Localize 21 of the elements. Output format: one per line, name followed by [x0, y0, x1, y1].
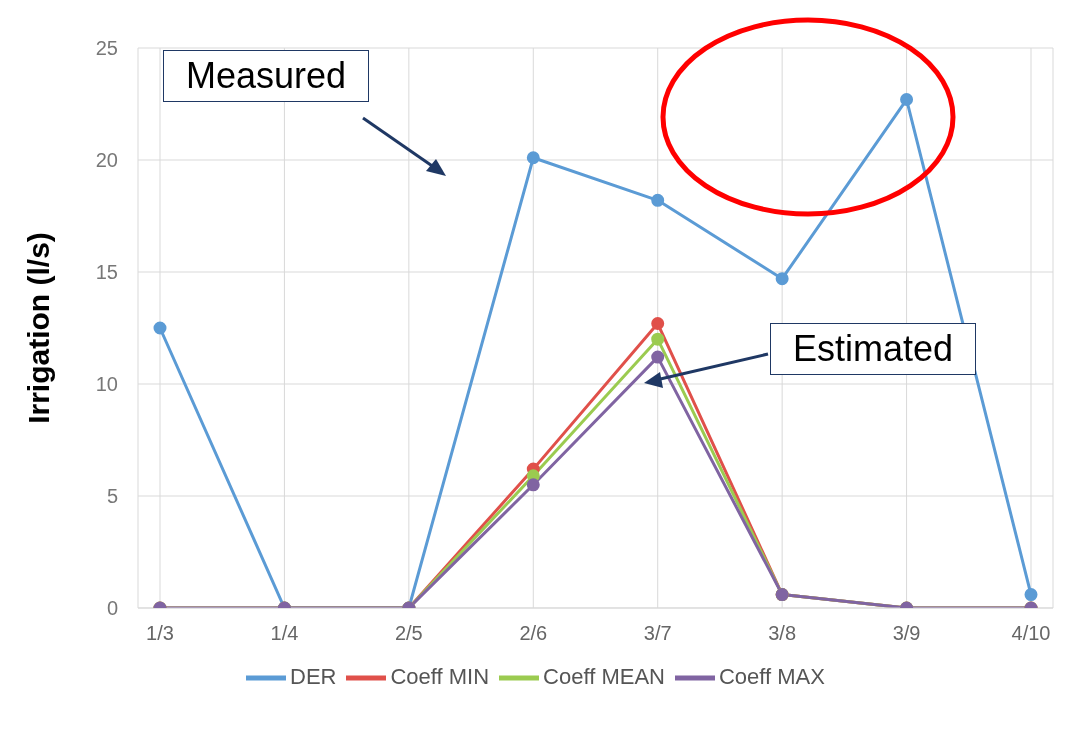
x-tick-label: 4/10 [1011, 622, 1051, 645]
x-tick-label: 2/6 [519, 622, 548, 645]
y-tick-label: 0 [106, 597, 118, 620]
x-tick-label: 1/4 [270, 622, 299, 645]
legend-label: Coeff MEAN [543, 663, 665, 689]
x-tick-label: 3/9 [892, 622, 921, 645]
y-axis-title: Irrigation (l/s) [21, 232, 55, 424]
x-tick-label: 3/8 [768, 622, 797, 645]
annotation: Estimated [770, 323, 977, 375]
x-tick-label: 3/7 [643, 622, 672, 645]
y-tick-label: 15 [95, 261, 118, 284]
legend-label: Coeff MIN [390, 663, 490, 689]
legend-label: DER [290, 663, 337, 689]
y-tick-label: 25 [95, 37, 118, 60]
annotation: Measured [163, 50, 370, 102]
x-tick-label: 2/5 [394, 622, 423, 645]
y-tick-label: 5 [106, 485, 118, 508]
y-tick-label: 10 [95, 373, 118, 396]
x-tick-label: 1/3 [146, 622, 174, 645]
legend-label: Coeff MAX [718, 663, 825, 689]
y-tick-label: 20 [95, 149, 118, 172]
